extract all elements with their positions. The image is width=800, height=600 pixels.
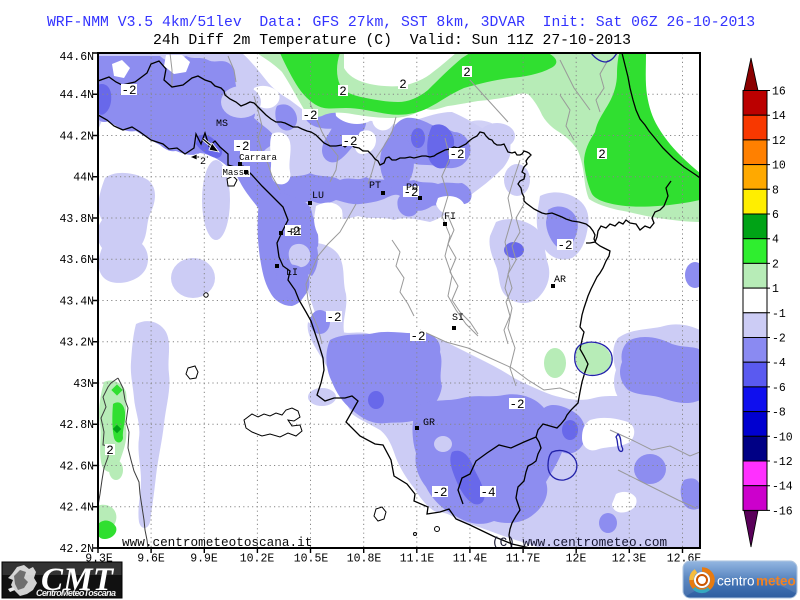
svg-text:-4: -4 (772, 357, 786, 370)
svg-text:43.8N: 43.8N (59, 213, 94, 226)
svg-text:AR: AR (554, 275, 566, 286)
svg-text:10.8E: 10.8E (347, 553, 382, 566)
svg-text:-6: -6 (772, 382, 786, 395)
svg-text:9.6E: 9.6E (137, 553, 165, 566)
svg-text:11.1E: 11.1E (400, 553, 435, 566)
svg-text:meteo: meteo (756, 574, 796, 589)
svg-text:44.2N: 44.2N (59, 131, 94, 144)
svg-text:9.9E: 9.9E (190, 553, 218, 566)
svg-text:PT: PT (369, 181, 381, 192)
svg-text:14: 14 (772, 110, 786, 123)
svg-text:44.4N: 44.4N (59, 89, 94, 102)
svg-text:2: 2 (399, 78, 407, 92)
svg-text:4: 4 (772, 234, 779, 247)
svg-text:42.4N: 42.4N (59, 502, 94, 515)
svg-text:-2: -2 (509, 398, 524, 412)
svg-text:Carrara: Carrara (239, 153, 277, 163)
svg-text:44N: 44N (73, 172, 94, 185)
svg-text:-2: -2 (432, 486, 447, 500)
svg-text:Massa: Massa (222, 168, 250, 178)
svg-text:12: 12 (772, 135, 786, 148)
svg-text:2: 2 (772, 258, 779, 271)
svg-text:GR: GR (423, 418, 435, 429)
svg-text:42.8N: 42.8N (59, 419, 94, 432)
svg-text:12E: 12E (566, 553, 587, 566)
svg-text:-10: -10 (772, 431, 793, 444)
svg-text:10.5E: 10.5E (294, 553, 329, 566)
svg-text:2: 2 (200, 157, 206, 168)
svg-text:-2: -2 (234, 140, 249, 154)
svg-text:-2: -2 (772, 333, 786, 346)
svg-text:43.4N: 43.4N (59, 296, 94, 309)
svg-text:-16: -16 (772, 505, 793, 518)
svg-text:2: 2 (339, 85, 347, 99)
svg-text:24h Diff 2m Temperature (C) V: 24h Diff 2m Temperature (C) Valid: Sun 1… (153, 33, 631, 49)
svg-text:LI: LI (286, 268, 298, 279)
svg-text:42.2N: 42.2N (59, 543, 94, 556)
svg-text:CentroMeteoToscana: CentroMeteoToscana (36, 588, 116, 598)
svg-text:-2: -2 (121, 84, 136, 98)
svg-text:-2: -2 (410, 330, 425, 344)
svg-text:43N: 43N (73, 378, 94, 391)
svg-text:-2: -2 (403, 186, 418, 200)
svg-text:MS: MS (216, 119, 228, 130)
svg-text:8: 8 (772, 184, 779, 197)
svg-text:-2: -2 (342, 135, 357, 149)
svg-text:-14: -14 (772, 481, 793, 494)
svg-text:2: 2 (463, 66, 471, 80)
svg-text:10.2E: 10.2E (240, 553, 275, 566)
svg-text:-12: -12 (772, 456, 793, 469)
svg-text:-2: -2 (285, 225, 300, 239)
svg-text:42.6N: 42.6N (59, 461, 94, 474)
svg-text:-2: -2 (557, 239, 572, 253)
svg-text:centro: centro (717, 574, 755, 589)
svg-text:43.2N: 43.2N (59, 337, 94, 350)
svg-text:-4: -4 (480, 486, 495, 500)
svg-text:LU: LU (312, 191, 324, 202)
svg-text:2: 2 (598, 148, 606, 162)
svg-text:CMT: CMT (41, 562, 115, 598)
svg-text:FI: FI (444, 212, 456, 223)
svg-text:-2: -2 (449, 148, 464, 162)
svg-text:-8: -8 (772, 407, 786, 420)
svg-text:-2: -2 (302, 109, 317, 123)
svg-text:-2: -2 (326, 311, 341, 325)
svg-text:11.4E: 11.4E (453, 553, 488, 566)
svg-text:44.6N: 44.6N (59, 51, 94, 64)
svg-text:-1: -1 (772, 308, 786, 321)
svg-text:11.7E: 11.7E (506, 553, 541, 566)
svg-text:10: 10 (772, 160, 786, 173)
svg-text:(C) www.centrometeo.com: (C) www.centrometeo.com (492, 535, 667, 550)
svg-text:2: 2 (106, 444, 114, 458)
svg-text:1: 1 (772, 283, 779, 296)
svg-text:PO: PO (406, 183, 418, 194)
svg-text:12.3E: 12.3E (612, 553, 647, 566)
svg-text:SI: SI (452, 313, 464, 324)
svg-text:www.centrometeotoscana.it: www.centrometeotoscana.it (122, 535, 312, 550)
svg-text:43.6N: 43.6N (59, 254, 94, 267)
svg-text:WRF-NMM V3.5 4km/51lev Data:: WRF-NMM V3.5 4km/51lev Data: GFS 27km, S… (47, 15, 755, 31)
svg-text:PI: PI (290, 228, 302, 239)
svg-text:16: 16 (772, 86, 786, 99)
svg-text:6: 6 (772, 209, 779, 222)
